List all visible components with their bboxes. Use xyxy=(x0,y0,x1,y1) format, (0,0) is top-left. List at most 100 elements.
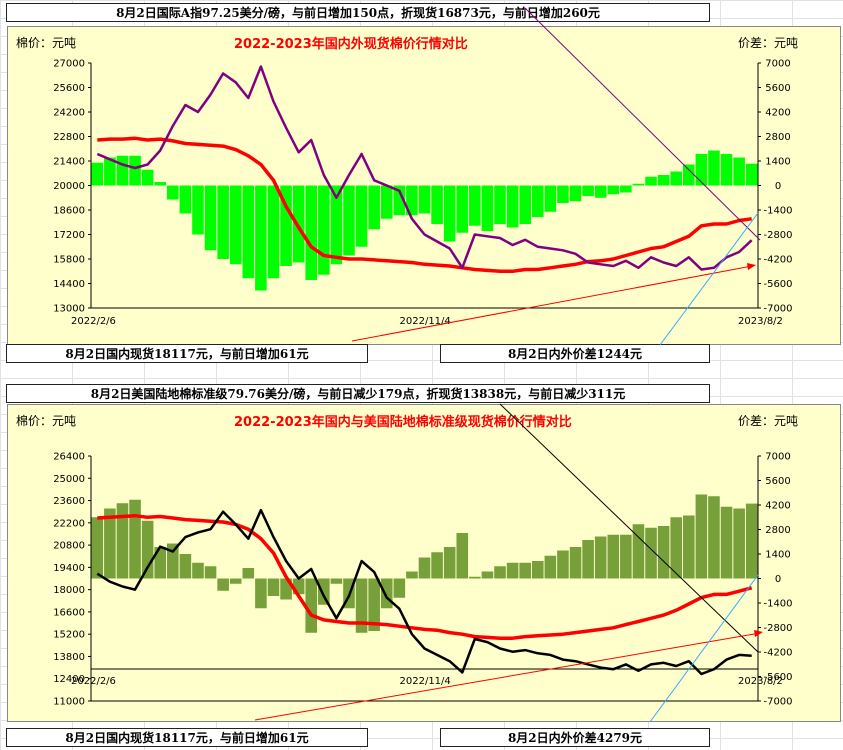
chart1-spread-bar xyxy=(431,185,443,224)
chart1-spread-bar xyxy=(544,185,557,212)
chart2-spread-bar xyxy=(682,515,695,579)
footer1-price-spread: 8月2日内外价差1244元 xyxy=(440,344,710,363)
chart2-right-tick-label: -1400 xyxy=(763,599,792,610)
header-international-a-index: 8月2日国际A指97.25美分/磅，与前日增加150点，折现货16873元，与前… xyxy=(6,3,710,22)
chart2-right-tick-label: -4200 xyxy=(763,648,792,659)
chart1-spread-bar xyxy=(292,185,305,263)
chart2-spread-bar xyxy=(695,494,708,579)
chart2-spread-bar xyxy=(330,578,343,584)
chart1-left-tick-label: 14400 xyxy=(53,279,85,290)
chart1-spread-bar xyxy=(355,185,368,247)
chart1-left-axis-label: 棉价：元吨 xyxy=(16,36,77,50)
chart2-spread-bar xyxy=(456,533,469,579)
chart1-spread-bar xyxy=(141,169,154,186)
chart1-right-tick-label: 4200 xyxy=(765,108,790,119)
chart2-spread-bar xyxy=(217,578,229,591)
chart2-left-tick-label: 11000 xyxy=(53,697,85,708)
chart2-right-tick-label: 0 xyxy=(775,574,781,585)
chart1-left-tick-label: 13000 xyxy=(53,304,85,315)
chart2-spread-bar xyxy=(292,578,305,595)
chart2-spread-bar xyxy=(129,499,141,579)
chart1-spread-bar xyxy=(720,154,733,186)
chart1-left-tick-label: 18600 xyxy=(53,206,85,217)
chart1-spread-bar xyxy=(519,185,531,224)
chart1-x-tick-label: 2022/2/6 xyxy=(71,316,116,327)
chart2-spread-bar xyxy=(670,517,682,579)
chart-panel-2: 棉价：元吨 2022-2023年国内与美国陆地棉标准级现货棉价行情对比 价差：元… xyxy=(7,404,841,722)
chart2-spread-bar xyxy=(469,576,481,579)
chart2-spread-bar xyxy=(481,571,494,579)
chart1-spread-bar xyxy=(531,185,544,217)
chart2-spread-bar xyxy=(242,568,255,579)
chart2-spread-bar xyxy=(305,578,318,633)
chart1-spread-bar xyxy=(91,162,104,186)
chart2-spread-bar xyxy=(355,578,368,633)
chart1-spread-bar xyxy=(305,185,318,280)
chart1-left-tick-label: 24200 xyxy=(53,108,85,119)
footer2-price-spread: 8月2日内外价差4279元 xyxy=(440,728,710,747)
chart2-spread-bar xyxy=(531,561,544,579)
chart2-left-tick-label: 26400 xyxy=(53,452,85,463)
chart2-spread-bar xyxy=(418,557,431,579)
chart2-spread-bar xyxy=(154,547,167,579)
chart2-plot: 26400 25000 23600 22200 20800 19400 18000 16600… xyxy=(53,452,792,708)
chart2-spread-bar xyxy=(406,571,418,579)
chart1-spread-bar xyxy=(267,185,280,279)
chart2-spread-bar xyxy=(582,540,594,579)
chart1-spread-bar xyxy=(557,185,569,203)
chart1-spread-bar xyxy=(657,175,670,186)
chart1-spread-bar xyxy=(733,157,745,186)
chart2-x-tick-label: 2022/11/4 xyxy=(400,676,451,687)
chart1-right-tick-label: -2800 xyxy=(763,230,792,241)
chart1-spread-bar xyxy=(129,155,141,186)
chart1-x-tick-label: 2022/11/4 xyxy=(400,316,451,327)
chart1-spread-bar xyxy=(255,185,267,291)
chart2-spread-bar xyxy=(506,562,519,579)
chart1-spread-bar xyxy=(318,185,330,275)
chart2-left-tick-label: 13800 xyxy=(53,652,85,663)
chart1-spread-bar xyxy=(620,185,632,193)
chart1-left-tick-label: 15800 xyxy=(53,255,85,266)
chart1-right-tick-label: 0 xyxy=(775,181,781,192)
chart1-spread-bar xyxy=(393,185,406,216)
chart2-spread-bar xyxy=(192,562,204,579)
chart2-spread-bar xyxy=(745,503,758,579)
chart1-spread-bar xyxy=(569,185,582,202)
chart1-spread-bar xyxy=(280,185,292,266)
chart1-right-tick-label: -4200 xyxy=(763,255,792,266)
chart1-spread-bar xyxy=(494,185,506,224)
chart1-spread-bar xyxy=(204,185,217,251)
chart2-spread-bar xyxy=(104,508,116,579)
chart1-spread-bar xyxy=(418,185,431,214)
chart1-spread-bar xyxy=(242,185,255,279)
chart2-right-tick-label: 7000 xyxy=(765,452,790,463)
chart2-left-tick-label: 16600 xyxy=(53,607,85,618)
chart2-left-tick-label: 19400 xyxy=(53,563,85,574)
chart2-left-tick-label: 22200 xyxy=(53,518,85,529)
chart2-left-tick-label: 18000 xyxy=(53,585,85,596)
footer1-domestic-spot: 8月2日国内现货18117元，与前日增加61元 xyxy=(6,344,368,363)
chart2-right-tick-label: -2800 xyxy=(763,623,792,634)
chart2-title: 2022-2023年国内与美国陆地棉标准级现货棉价行情对比 xyxy=(234,415,572,430)
chart2-left-tick-label: 25000 xyxy=(53,474,85,485)
chart2-spread-bar xyxy=(645,527,657,579)
chart1-spread-bar xyxy=(217,185,229,259)
chart2-spread-bar xyxy=(179,554,192,579)
chart2-spread-bar xyxy=(91,517,104,579)
chart1-left-tick-label: 22800 xyxy=(53,132,85,143)
chart1-spread-bar xyxy=(670,171,682,186)
chart1-left-tick-label: 21400 xyxy=(53,157,85,168)
chart1-spread-bar xyxy=(343,185,355,256)
chart2-right-tick-label: 4200 xyxy=(765,501,790,512)
chart1-right-tick-label: 5600 xyxy=(765,83,790,94)
chart1-left-tick-label: 20000 xyxy=(53,181,85,192)
footer2-domestic-spot: 8月2日国内现货18117元，与前日增加61元 xyxy=(6,728,368,747)
chart1-spread-bar xyxy=(179,185,192,214)
chart1-spread-bar xyxy=(695,154,708,186)
chart2-spread-bar xyxy=(280,578,292,600)
chart2-spread-bar xyxy=(116,503,129,579)
chart2-x-tick-label: 2023/8/2 xyxy=(738,676,783,687)
chart2-right-tick-label: 2800 xyxy=(765,525,790,536)
chart2-left-tick-label: 12400 xyxy=(53,674,85,685)
chart2-spread-bar xyxy=(708,496,720,579)
